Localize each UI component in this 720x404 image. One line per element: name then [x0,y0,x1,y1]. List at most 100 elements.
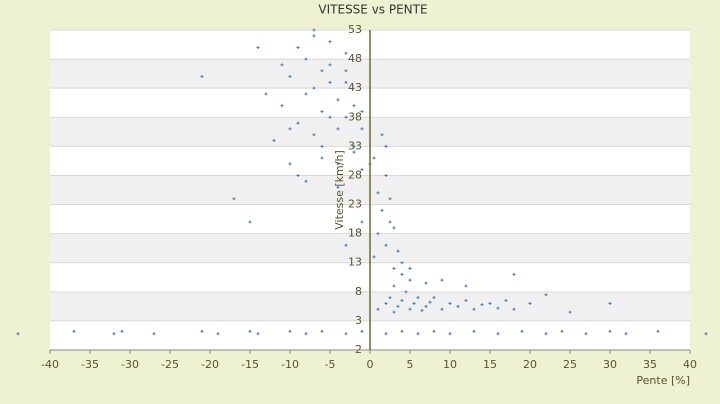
point [384,301,388,305]
point [512,272,516,276]
point [456,304,460,308]
y-tick-label: 33 [348,139,362,152]
point [360,109,364,113]
point [392,267,396,271]
point [336,185,340,189]
point [264,92,268,96]
point [388,197,392,201]
x-tick-label: 10 [443,358,457,371]
y-tick-label: 8 [355,285,362,298]
point [704,332,708,336]
point [504,299,508,303]
x-tick-label: -25 [161,358,179,371]
point [256,332,260,336]
x-tick-label: 15 [483,358,497,371]
x-tick-label: -10 [281,358,299,371]
x-tick-label: 25 [563,358,577,371]
y-tick-label: 43 [348,81,362,94]
y-tick-label: 13 [348,256,362,269]
points [16,28,708,336]
point [336,162,340,166]
point [280,63,284,67]
chart-title: VITESSE vs PENTE [318,3,427,17]
point [296,121,300,125]
point [480,303,484,307]
point [528,301,532,305]
point [360,329,364,333]
point [400,261,404,265]
point [384,173,388,177]
point [388,220,392,224]
x-tick-label: 5 [407,358,414,371]
y-tick-label: 23 [348,198,362,211]
point [412,301,416,305]
point [448,301,452,305]
point [448,332,452,336]
point [396,249,400,253]
y-tick-label: 18 [348,227,362,240]
point [384,332,388,336]
x-tick-label: -5 [325,358,336,371]
point [344,80,348,84]
point [320,156,324,160]
point [320,144,324,148]
point [320,69,324,73]
point [420,308,424,312]
point [408,267,412,271]
point [376,191,380,195]
point [344,332,348,336]
point [416,332,420,336]
point [200,75,204,79]
point [296,173,300,177]
point [216,332,220,336]
y-tick-label: 28 [348,168,362,181]
point [376,232,380,236]
point [372,156,376,160]
point [496,306,500,310]
x-tick-label: -40 [41,358,59,371]
point [72,329,76,333]
point [320,329,324,333]
x-tick-label: -15 [241,358,259,371]
point [416,296,420,300]
x-tick-label: -20 [201,358,219,371]
point [16,332,20,336]
point [440,278,444,282]
point [392,226,396,230]
point [152,332,156,336]
point [424,304,428,308]
point [384,243,388,247]
point [288,75,292,79]
point [404,290,408,294]
point [296,45,300,49]
point [372,255,376,259]
point [496,332,500,336]
point [512,307,516,311]
point [352,104,356,108]
point [328,80,332,84]
point [320,109,324,113]
x-tick-label: -35 [81,358,99,371]
point [388,296,392,300]
point [248,329,252,333]
x-tick-label: 0 [367,358,374,371]
point [312,28,316,32]
y-axis-label: Vitesse [km/h] [333,150,346,230]
x-tick-label: 20 [523,358,537,371]
point [280,104,284,108]
point [120,329,124,333]
point [472,329,476,333]
point [344,51,348,55]
point [428,300,432,304]
point [288,329,292,333]
point [304,92,308,96]
point [376,307,380,311]
point [336,127,340,131]
point [424,281,428,285]
point [304,57,308,61]
point [568,310,572,314]
point [288,127,292,131]
point [200,329,204,333]
